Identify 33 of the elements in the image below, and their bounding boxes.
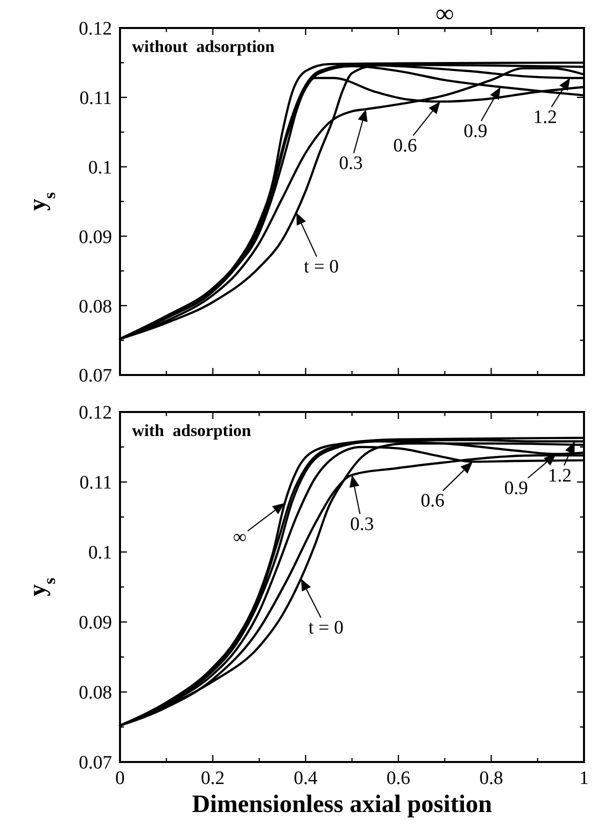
y-tick-label: 0.11 (79, 472, 112, 494)
annotation: 0.6 (393, 136, 418, 157)
y-tick-label: 0.12 (78, 18, 112, 40)
y-tick-label: 0.1 (88, 542, 112, 564)
annotation: 0.3 (350, 514, 374, 535)
annotation: t = 0 (304, 256, 339, 278)
annotation: 0.9 (464, 120, 488, 142)
annotation: with adsorption (132, 421, 252, 440)
annotation: t = 0 (308, 618, 344, 639)
annotation: 0.9 (504, 478, 528, 499)
y-tick-label: 0.09 (78, 612, 112, 634)
annotation: 0.3 (339, 153, 363, 174)
x-axis-title: Dimensionless axial position (192, 791, 492, 818)
x-tick-label: 0.6 (386, 768, 410, 789)
y-tick-label: 0.08 (78, 682, 112, 704)
x-tick-label: 0 (115, 768, 125, 789)
y-tick-label: 0.08 (78, 296, 112, 318)
annotation: 1.2 (533, 106, 557, 128)
annotation: without adsorption (132, 37, 276, 56)
x-tick-label: 1 (579, 768, 589, 789)
y-tick-label: 0.11 (79, 88, 112, 110)
y-tick-label: 0.12 (78, 402, 112, 424)
annotation: ∞ (436, 0, 454, 28)
y-tick-label: 0.07 (78, 366, 112, 387)
annotation: 0.6 (420, 490, 445, 512)
y-tick-label: 0.09 (78, 226, 112, 248)
y-tick-label: 0.07 (78, 752, 112, 774)
y-tick-label: 0.1 (88, 157, 112, 178)
annotation: 1.2 (548, 465, 572, 486)
x-tick-label: 0.8 (479, 768, 504, 789)
annotation: ∞ (232, 527, 246, 548)
x-tick-label: 0.4 (294, 768, 318, 789)
x-tick-label: 0.2 (200, 768, 225, 789)
